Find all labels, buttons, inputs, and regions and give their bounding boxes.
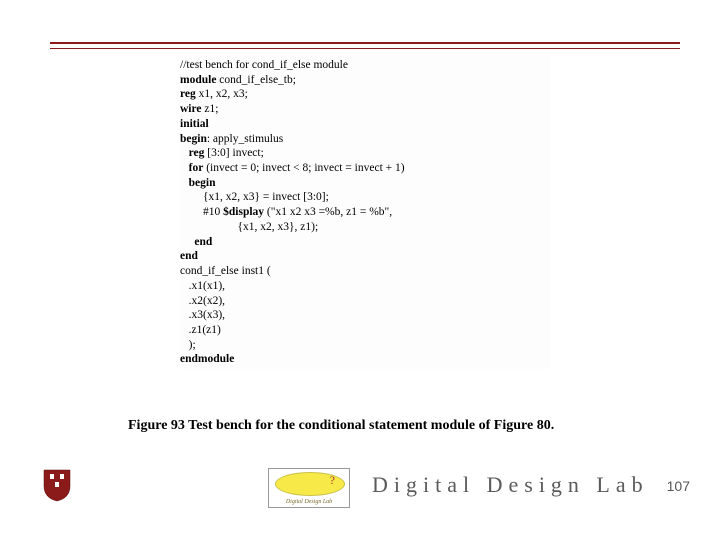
kw-initial: initial (180, 118, 209, 130)
code-line: cond_if_else inst1 ( (180, 265, 271, 277)
code-line: .x2(x2), (180, 295, 225, 307)
code-line: {x1, x2, x3} = invect [3:0]; (180, 191, 329, 203)
code-text: (invect = 0; invect < 8; invect = invect… (203, 162, 404, 174)
code-text: #10 (180, 206, 223, 218)
kw-module: module (180, 74, 216, 86)
kw-reg: reg (189, 147, 205, 159)
code-text: [3:0] invect; (204, 147, 263, 159)
code-line: {x1, x2, x3}, z1); (180, 221, 318, 233)
header-rule-thick (50, 42, 680, 44)
kw-reg: reg (180, 88, 196, 100)
code-line: .x1(x1), (180, 280, 225, 292)
logo-subtext: Digital Design Lab (269, 499, 349, 505)
code-line: .x3(x3), (180, 309, 225, 321)
footer: ? Digital Design Lab Digital Design Lab … (0, 468, 720, 514)
header-rule-thin (50, 48, 680, 49)
kw-begin: begin (189, 177, 216, 189)
page-number: 107 (667, 478, 690, 494)
kw-endmodule: endmodule (180, 353, 234, 365)
code-text: ("x1 x2 x3 =%b, z1 = %b", (264, 206, 392, 218)
kw-begin: begin (180, 133, 207, 145)
code-line: //test bench for cond_if_else module (180, 59, 348, 71)
shield-icon (42, 468, 72, 502)
code-line: ); (180, 339, 196, 351)
lab-title: Digital Design Lab (372, 472, 649, 498)
code-text: z1; (202, 103, 219, 115)
code-text: cond_if_else_tb; (216, 74, 296, 86)
logo-question-icon: ? (330, 473, 335, 488)
kw-display: $display (223, 206, 264, 218)
lab-logo: ? Digital Design Lab (268, 468, 350, 508)
code-text: x1, x2, x3; (196, 88, 248, 100)
kw-wire: wire (180, 103, 202, 115)
code-listing: //test bench for cond_if_else module mod… (180, 56, 550, 369)
code-text: : apply_stimulus (207, 133, 283, 145)
kw-end: end (180, 250, 198, 262)
kw-end: end (194, 236, 212, 248)
code-line: .z1(z1) (180, 324, 221, 336)
figure-caption: Figure 93 Test bench for the conditional… (128, 418, 554, 434)
kw-for: for (189, 162, 204, 174)
